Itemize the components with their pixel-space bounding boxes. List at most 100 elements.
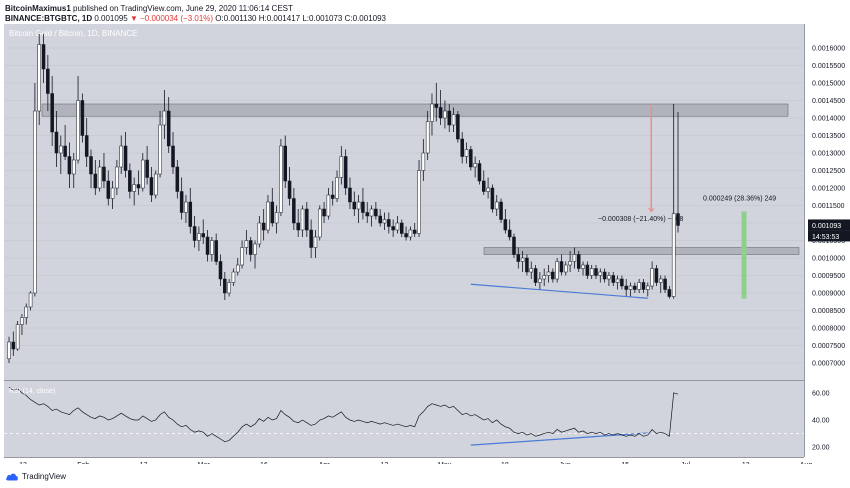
candle-down: [387, 219, 391, 227]
tradingview-logo[interactable]: TradingView: [5, 472, 66, 481]
candle-up: [197, 233, 201, 241]
candle-down: [352, 201, 357, 210]
candle-up: [572, 254, 577, 262]
candle-up: [235, 264, 240, 273]
candle-up: [650, 268, 654, 287]
last-price-tag: [808, 219, 850, 231]
x-tick-label: May: [438, 462, 452, 464]
candle-down: [663, 278, 667, 290]
rsi-divergence-line[interactable]: [470, 432, 648, 446]
candle-down: [624, 285, 628, 290]
candle-up: [141, 159, 145, 189]
candle-down: [482, 180, 486, 192]
candle-up: [110, 187, 115, 199]
candle-up: [408, 229, 413, 238]
candle-down: [192, 226, 197, 241]
candle-down: [296, 222, 300, 231]
candle-down: [292, 198, 296, 224]
candle-down: [477, 163, 482, 182]
drop-arrow-head: [648, 207, 655, 213]
countdown-tag: [808, 230, 850, 242]
last-price: 0.001095: [94, 14, 128, 23]
candle-down: [89, 156, 93, 175]
candle-down: [214, 240, 218, 262]
candle-up: [300, 208, 305, 231]
ohlc-low: L:0.001073: [302, 14, 343, 23]
candle-up: [76, 100, 80, 161]
candle-up: [266, 201, 270, 231]
candle-down: [667, 289, 672, 297]
candle-down: [50, 93, 54, 133]
candle-up: [20, 317, 24, 325]
candle-down: [525, 257, 529, 273]
x-tick-label: Jun: [559, 462, 570, 464]
candle-down: [551, 271, 555, 280]
x-axis-labels[interactable]: 13 Feb 17 Mar 16 Apr 13 May 18 Jun 15 Jul 13 Aug: [19, 462, 812, 464]
y-axis-labels[interactable]: 0.0016000 0.0015500 0.0015000 0.0014500 0.00…: [812, 46, 845, 452]
x-tick-label: 13: [742, 462, 750, 464]
ohlc-close: C:0.001093: [344, 14, 386, 23]
candle-down: [378, 215, 382, 224]
y-tick-label: 0.0009500: [812, 273, 845, 280]
candle-down: [67, 156, 72, 175]
candle-down: [447, 110, 452, 126]
rise-measure-label: 0.000249 (28.36%) 249: [703, 195, 776, 202]
x-tick-label: Apr: [319, 462, 331, 464]
candle-down: [166, 110, 171, 147]
price-pane-bg: [4, 24, 804, 380]
trendline-layer[interactable]: [470, 283, 648, 446]
publish-info: BitcoinMaximus1 published on TradingView…: [5, 4, 293, 13]
candle-up: [395, 222, 400, 231]
y-tick-label: 0.0013500: [812, 133, 845, 140]
candle-up: [162, 110, 167, 126]
candle-up: [464, 149, 469, 157]
price-divergence-line[interactable]: [470, 283, 648, 299]
x-tick-label: 18: [501, 462, 509, 464]
x-tick-label: Jul: [681, 462, 690, 464]
candle-up: [356, 201, 361, 210]
candle-down: [218, 261, 223, 280]
candle-down: [128, 170, 132, 192]
candle-up: [240, 247, 244, 266]
candle-up: [24, 306, 29, 318]
candle-down: [343, 156, 348, 189]
candle-down: [322, 208, 326, 217]
candle-up: [153, 173, 158, 196]
candle-up: [589, 268, 594, 276]
measurement-layer[interactable]: −0.000308 (−21.40%) −308 0.000249 (28.36%…: [598, 104, 776, 299]
price-chart[interactable]: Bitcoin Gold / Bitcoin, 1D, BINANCE −0.0…: [0, 24, 850, 464]
candle-layer: [7, 34, 680, 363]
y-tick-label: 0.0014500: [812, 98, 845, 105]
candle-up: [529, 268, 534, 273]
candle-down: [11, 341, 16, 350]
symbol-label: BINANCE:BTGBTC, 1D: [5, 14, 93, 23]
candle-down: [576, 254, 581, 269]
candle-up: [615, 278, 620, 283]
candle-down: [654, 268, 659, 283]
resistance-zone: [41, 103, 789, 117]
candle-up: [658, 278, 663, 283]
author-name[interactable]: BitcoinMaximus1: [5, 4, 71, 13]
candle-down: [149, 177, 154, 196]
rise-measure-bar: [741, 211, 747, 299]
candle-up: [253, 243, 257, 255]
candle-down: [641, 282, 646, 290]
candle-down: [512, 236, 516, 255]
rsi-pane-bg: [4, 381, 804, 457]
candle-up: [564, 264, 568, 273]
candle-up: [97, 166, 102, 189]
x-tick-label: Mar: [198, 462, 211, 464]
candle-up: [7, 341, 11, 360]
candle-down: [145, 159, 149, 178]
candle-up: [369, 208, 374, 217]
y-tick-label: 0.0010500: [812, 238, 845, 245]
rsi-line: [8, 387, 679, 443]
candle-down: [469, 149, 473, 168]
candle-down: [412, 229, 417, 234]
candle-down: [270, 201, 275, 224]
y-tick-label: 0.0008000: [812, 326, 845, 333]
candle-up: [274, 212, 279, 224]
candle-down: [223, 278, 227, 294]
candle-down: [205, 236, 210, 255]
zone-layer: [41, 103, 800, 255]
